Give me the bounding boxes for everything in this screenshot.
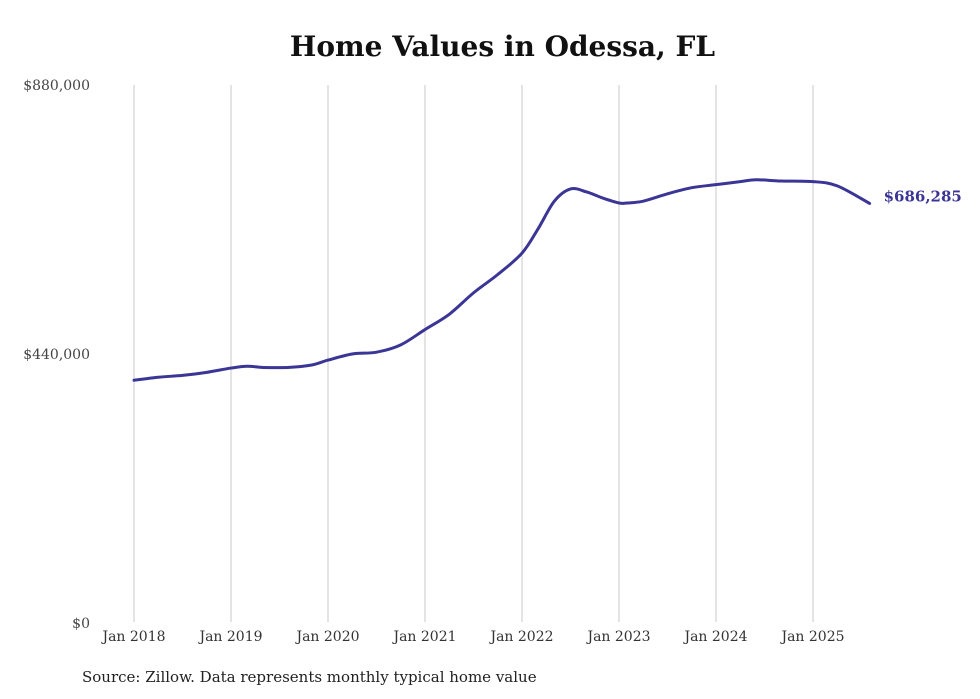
x-tick-label: Jan 2018 [100, 629, 165, 645]
series-line [132, 178, 872, 382]
end-value-label: $686,285 [884, 187, 962, 205]
x-tick-label: Jan 2023 [585, 629, 650, 645]
y-tick-label: $440,000 [23, 347, 90, 363]
x-tick-label: Jan 2025 [779, 629, 844, 645]
x-tick-label: Jan 2022 [488, 629, 553, 645]
y-tick-label: $0 [72, 616, 90, 632]
x-tick-label: Jan 2020 [294, 629, 359, 645]
x-tick-label: Jan 2019 [197, 629, 262, 645]
x-tick-label: Jan 2021 [391, 629, 456, 645]
y-tick-label: $880,000 [23, 78, 90, 94]
x-tick-label: Jan 2024 [682, 629, 747, 645]
chart-title: Home Values in Odessa, FL [289, 30, 716, 63]
source-note: Source: Zillow. Data represents monthly … [82, 668, 537, 686]
